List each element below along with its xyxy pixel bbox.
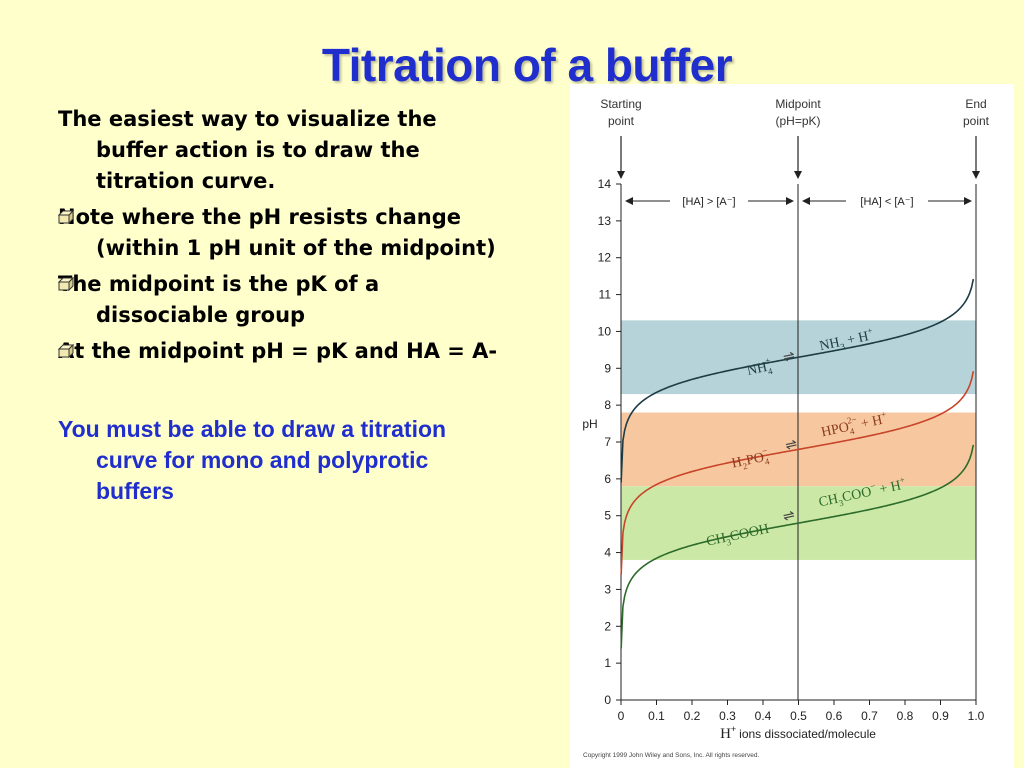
svg-text:⇌: ⇌ (782, 507, 797, 525)
note-paragraph: You must be able to draw a titration cur… (58, 416, 447, 504)
y-tick-label: 10 (598, 324, 612, 338)
open-box-icon (58, 210, 75, 224)
bullet-text: Note where the pH resists change (within… (58, 205, 496, 260)
y-tick-label: 2 (604, 619, 611, 633)
titration-curve (620, 278, 975, 483)
start-marker-label: point (608, 114, 635, 128)
y-tick-label: 1 (604, 656, 611, 670)
mid-marker-label: Midpoint (775, 97, 821, 111)
left-region-label: [HA] > [A⁻] (682, 196, 735, 208)
y-tick-label: 14 (598, 177, 612, 191)
y-tick-label: 0 (604, 693, 611, 707)
body-text: The easiest way to visualize the buffer … (58, 104, 503, 530)
x-tick-label: 0.5 (790, 709, 807, 723)
bullet-item: Note where the pH resists change (within… (58, 202, 503, 264)
mid-marker-label: (pH=pK) (775, 114, 820, 128)
end-marker-label: point (963, 114, 990, 128)
x-tick-label: 0.3 (719, 709, 736, 723)
titration-figure: 0 1 2 3 4 5 6 7 8 9 10 11 12 13 14 0 0.1 0.2 0.3 0.4 0.5 0.6 0… (570, 84, 1014, 768)
y-tick-label: 8 (604, 398, 611, 412)
y-tick-label: 13 (598, 214, 612, 228)
titration-curve (620, 444, 975, 649)
open-box-icon (58, 277, 75, 291)
titration-curve (620, 371, 975, 575)
svg-text:⇌: ⇌ (784, 436, 799, 454)
y-tick-label: 6 (604, 472, 611, 486)
x-tick-label: 0.6 (826, 709, 843, 723)
x-tick-label: 0.8 (897, 709, 914, 723)
y-tick-label: 4 (604, 546, 611, 560)
right-region-label: [HA] < [A⁻] (860, 196, 913, 208)
y-tick-label: 3 (604, 582, 611, 596)
y-tick-label: 5 (604, 509, 611, 523)
bullet-text: At the midpoint pH = pK and HA = A- (58, 339, 498, 363)
bullet-item: The midpoint is the pK of a dissociable … (58, 269, 503, 331)
copyright-text: Copyright 1999 John Wiley and Sons, Inc.… (583, 752, 760, 759)
y-tick-label: 9 (604, 361, 611, 375)
intro-paragraph: The easiest way to visualize the buffer … (58, 107, 437, 193)
x-tick-label: 0.4 (755, 709, 772, 723)
end-marker-label: End (965, 97, 986, 111)
slide-title: Titration of a buffer (321, 39, 733, 91)
x-tick-label: 0 (618, 709, 625, 723)
x-tick-label: 0.7 (861, 709, 878, 723)
y-tick-label: 7 (604, 435, 611, 449)
svg-text:H2PO4−: H2PO4− (730, 445, 771, 473)
x-tick-label: 1.0 (968, 709, 985, 723)
x-tick-label: 0.2 (684, 709, 701, 723)
bullet-text: The midpoint is the pK of a dissociable … (58, 272, 380, 327)
x-tick-label: 0.9 (932, 709, 949, 723)
y-tick-label: 11 (599, 288, 612, 302)
bullet-item: At the midpoint pH = pK and HA = A- (58, 336, 503, 367)
open-box-icon (58, 344, 75, 358)
y-tick-label: 12 (598, 251, 612, 265)
x-tick-label: 0.1 (648, 709, 665, 723)
svg-text:⇌: ⇌ (782, 348, 797, 366)
y-axis-label: pH (582, 417, 597, 431)
x-axis-label: H+ ions dissociated/molecule (720, 724, 876, 742)
start-marker-label: Starting (600, 97, 641, 111)
